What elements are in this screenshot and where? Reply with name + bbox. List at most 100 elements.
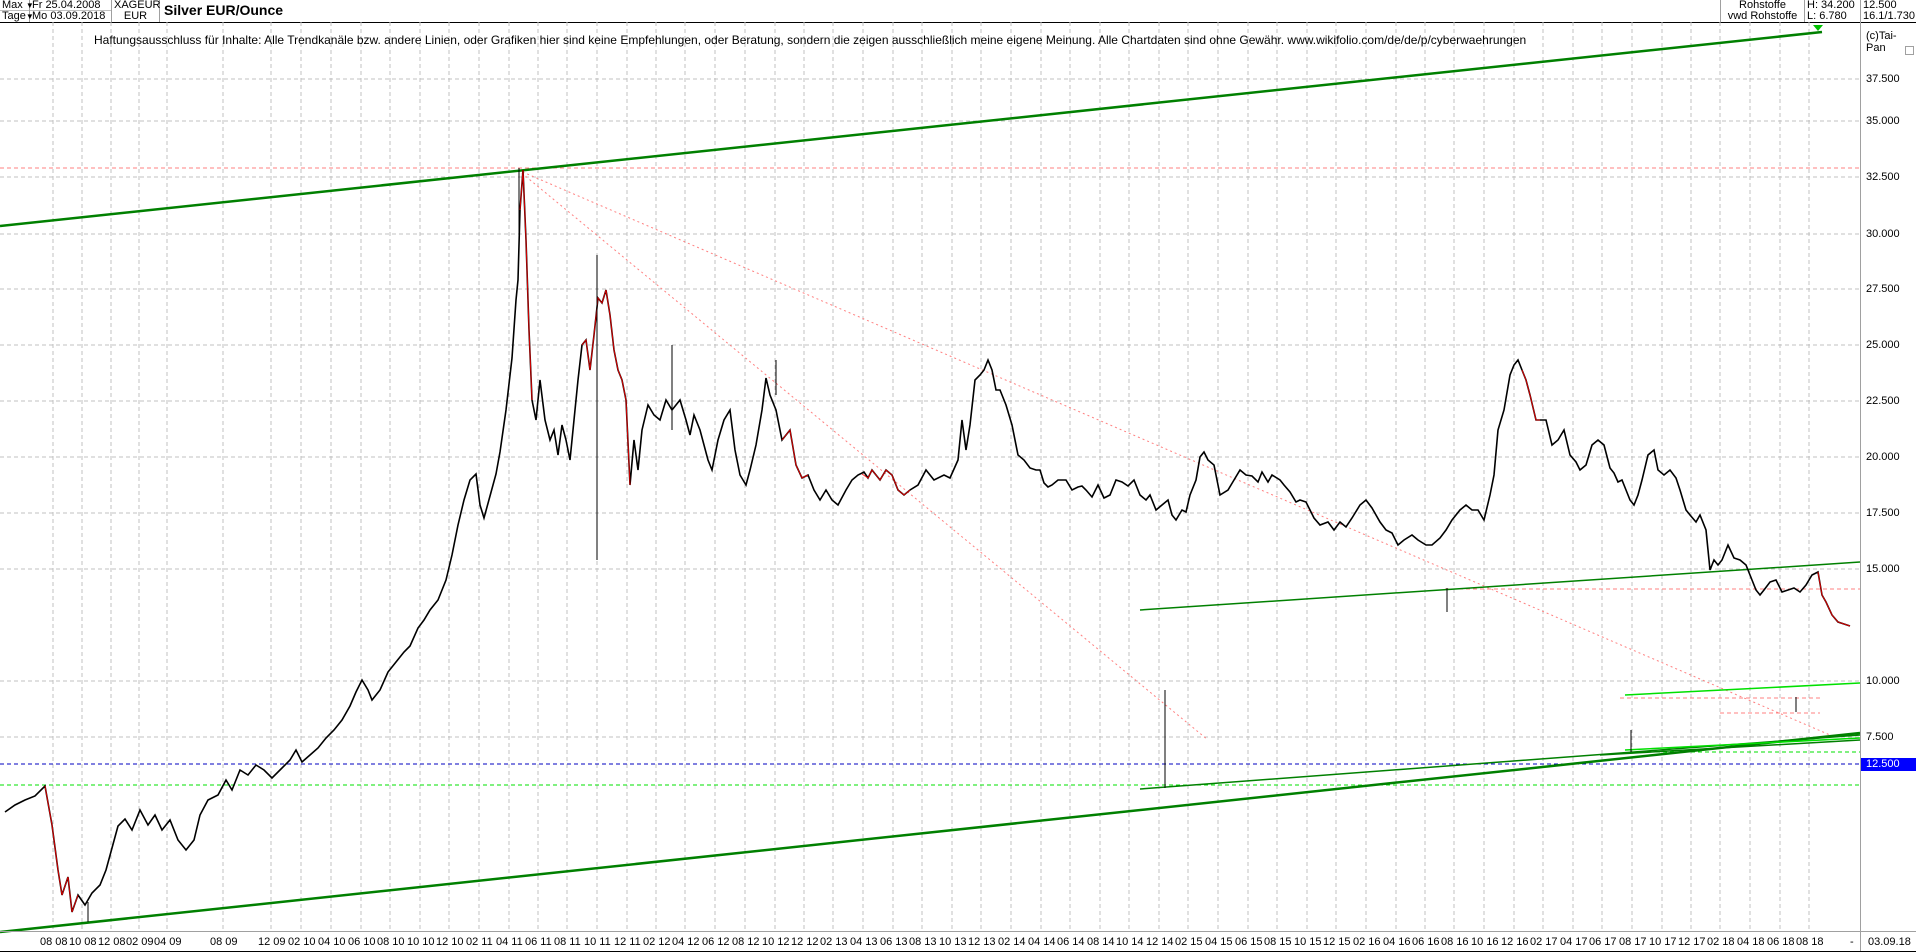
chevron-down-icon: ▼ xyxy=(25,1,34,10)
x-tick: 12 16 xyxy=(1501,936,1529,948)
y-tick: 7.500 xyxy=(1866,731,1894,743)
x-tick: 08 08 xyxy=(40,936,68,948)
x-tick: 12 14 xyxy=(1146,936,1174,948)
x-tick: 02 13 xyxy=(820,936,848,948)
x-tick: 06 17 xyxy=(1589,936,1617,948)
high-low: H: 34.200 L: 6.780 xyxy=(1805,0,1861,22)
x-tick: 04 09 xyxy=(154,936,182,948)
y-tick: 25.000 xyxy=(1866,339,1900,351)
resistance-trendline-steep xyxy=(517,169,1209,741)
x-tick: 02 17 xyxy=(1530,936,1558,948)
x-tick: 06 14 xyxy=(1057,936,1085,948)
x-tick: 08 16 xyxy=(1441,936,1469,948)
x-tick: 08 10 xyxy=(377,936,405,948)
long-term-upper-channel xyxy=(0,30,1823,228)
source-info: Rohstoffe vwd Rohstoffe xyxy=(1720,0,1805,22)
x-tick: 04 11 xyxy=(496,936,523,948)
price-series-line xyxy=(4,169,1851,913)
x-tick: 08 12 xyxy=(732,936,760,948)
collapse-icon[interactable] xyxy=(1905,46,1914,55)
vertical-gridlines xyxy=(52,22,1810,930)
interval-select[interactable]: Tage▼ xyxy=(0,10,34,22)
range-select[interactable]: Max ▼ xyxy=(0,0,34,11)
x-tick: 10 17 xyxy=(1649,936,1677,948)
x-tick: 04 16 xyxy=(1383,936,1411,948)
x-tick: 10 08 xyxy=(69,936,97,948)
y-tick: 27.500 xyxy=(1866,283,1900,295)
x-tick: 10 13 xyxy=(939,936,967,948)
x-tick: 04 17 xyxy=(1560,936,1588,948)
upper-channel-2017 xyxy=(1624,682,1861,696)
symbol-info: XAGEUR EUR xyxy=(112,0,160,22)
x-tick: 02 15 xyxy=(1175,936,1203,948)
x-axis-end-date: 03.09.18 xyxy=(1868,936,1911,948)
copyright-label: (c)Tai-Pan xyxy=(1866,30,1897,54)
x-tick: 12 08 xyxy=(98,936,126,948)
x-tick: 10 14 xyxy=(1116,936,1144,948)
x-tick: 10 11 xyxy=(584,936,611,948)
x-tick: 04 14 xyxy=(1028,936,1056,948)
y-tick: 17.500 xyxy=(1866,507,1900,519)
resistance-trendline-long xyxy=(517,169,1831,736)
x-tick: 04 12 xyxy=(672,936,700,948)
disclaimer-text: Haftungsausschluss für Inhalte: Alle Tre… xyxy=(94,33,1527,47)
x-tick: 02 16 xyxy=(1353,936,1381,948)
x-tick: 08 11 xyxy=(554,936,581,948)
x-tick: 10 12 xyxy=(762,936,790,948)
arrow-marker-icon xyxy=(1813,25,1823,31)
x-tick: 02 12 xyxy=(643,936,671,948)
x-tick: 06 11 xyxy=(525,936,552,948)
price-series-down-overlay xyxy=(1817,571,1851,627)
x-tick: 08 15 xyxy=(1264,936,1292,948)
x-axis-separator: - xyxy=(1850,936,1854,948)
price-wicks xyxy=(87,168,1797,922)
y-tick: 20.000 xyxy=(1866,451,1900,463)
y-tick: 22.500 xyxy=(1866,395,1900,407)
price-series-down-overlay xyxy=(581,289,631,486)
category: Rohstoffe xyxy=(1739,0,1786,11)
x-tick: 06 13 xyxy=(880,936,908,948)
x-tick: 02 10 xyxy=(288,936,316,948)
date-to[interactable]: Mo 03.09.2018 xyxy=(32,10,106,22)
x-tick: 06 16 xyxy=(1412,936,1440,948)
x-tick: 02 11 xyxy=(466,936,493,948)
x-tick: 10 10 xyxy=(407,936,435,948)
current-price-badge: 12.500 xyxy=(1861,758,1916,771)
scale-info: 16.1/1.730 xyxy=(1863,10,1915,22)
x-tick: 02 18 xyxy=(1707,936,1735,948)
x-tick: 10 16 xyxy=(1471,936,1499,948)
horizontal-gridlines xyxy=(0,78,1860,738)
range-select-label: Max xyxy=(2,0,23,11)
x-tick: 06 18 xyxy=(1767,936,1795,948)
x-tick: 12 09 xyxy=(258,936,286,948)
x-axis: 08 08 10 08 12 08 02 09 04 09 08 09 12 0… xyxy=(0,931,1916,952)
x-tick: 10 15 xyxy=(1294,936,1322,948)
x-tick: 08 14 xyxy=(1087,936,1115,948)
chart-title: Silver EUR/Ounce xyxy=(164,2,284,18)
y-tick: 10.000 xyxy=(1866,675,1900,687)
symbol: XAGEUR xyxy=(114,0,161,11)
chart-header: Max ▼ Tage▼ Fr 25.04.2008 Mo 03.09.2018 … xyxy=(0,0,1916,23)
price-series-down-overlay xyxy=(1521,369,1540,421)
x-tick: 06 10 xyxy=(348,936,376,948)
high-value: H: 34.200 xyxy=(1807,0,1855,11)
last-price-info: 12.500 16.1/1.730 xyxy=(1861,0,1916,22)
x-tick: 04 10 xyxy=(318,936,346,948)
x-tick: 04 15 xyxy=(1205,936,1233,948)
date-from[interactable]: Fr 25.04.2008 xyxy=(30,0,111,11)
y-tick: 30.000 xyxy=(1866,228,1900,240)
x-tick: 08 13 xyxy=(909,936,937,948)
x-tick: 06 15 xyxy=(1235,936,1263,948)
x-tick: 04 13 xyxy=(850,936,878,948)
y-tick: 15.000 xyxy=(1866,563,1900,575)
date-range: Fr 25.04.2008 Mo 03.09.2018 xyxy=(30,0,112,22)
source: vwd Rohstoffe xyxy=(1727,10,1798,22)
y-tick: 32.500 xyxy=(1866,171,1900,183)
lower-channel-2017-b xyxy=(1599,739,1861,756)
x-tick: 12 12 xyxy=(791,936,819,948)
x-tick: 08 17 xyxy=(1619,936,1647,948)
x-tick: 02 14 xyxy=(998,936,1026,948)
x-tick: 08 09 xyxy=(210,936,238,948)
interval-select-label: Tage xyxy=(2,10,26,22)
